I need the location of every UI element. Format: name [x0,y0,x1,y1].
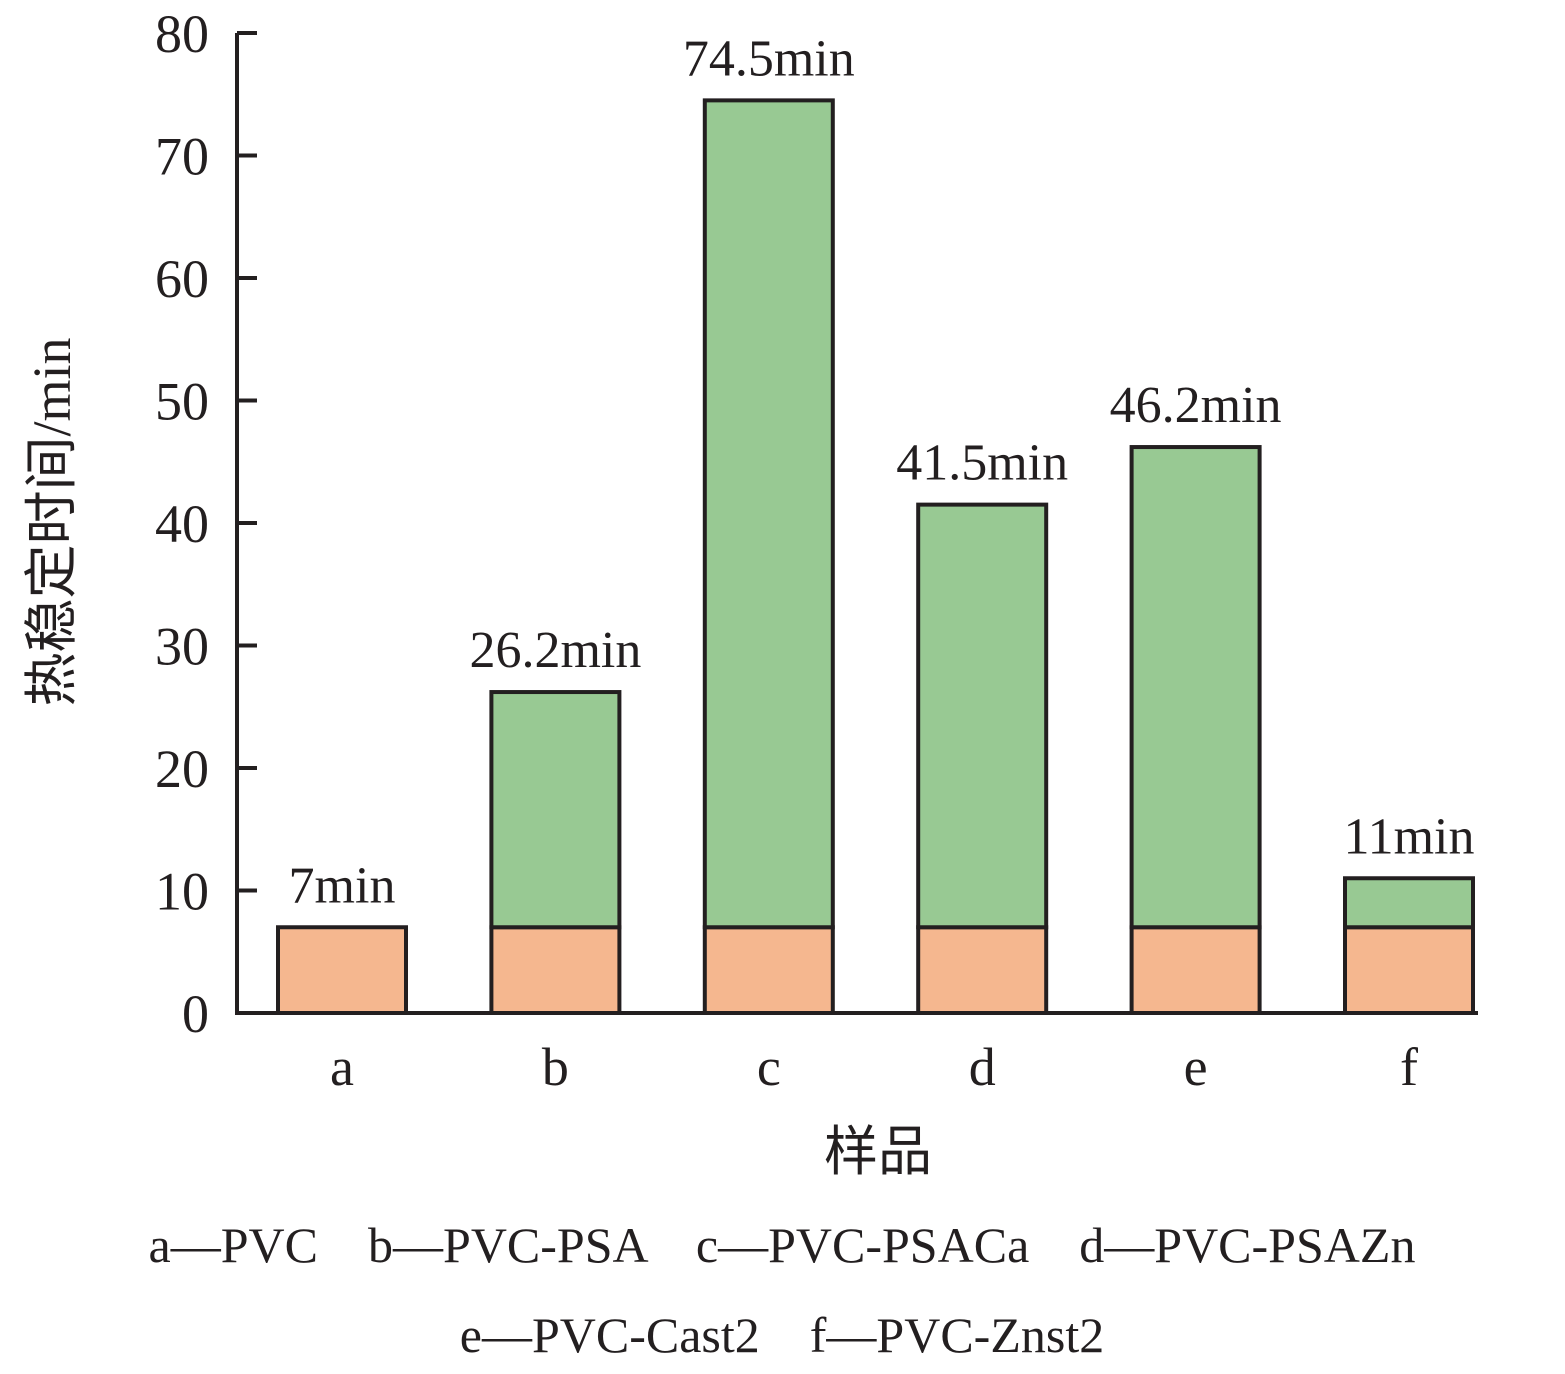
y-tick-label: 60 [155,249,209,309]
y-ticks-group: 0 10 20 30 40 50 60 70 80 [155,4,257,1044]
x-tick-label-d: d [969,1037,996,1097]
bar-segment-d-1 [916,925,1049,1015]
bars-group [276,98,1475,1015]
data-label-e: 46.2min [1110,377,1282,434]
bar-segment-c-1 [702,925,835,1015]
x-axis-title: 样品 [824,1122,932,1182]
y-tick-label: 50 [155,372,209,432]
y-axis-title: 热稳定时间/min [22,337,82,706]
bar-segment-b-1 [489,925,622,1015]
bar-segment-b-2 [489,690,622,930]
bar-segment-f-2 [1343,876,1475,930]
bar-segment-e-1 [1129,925,1262,1015]
data-label-a: 7min [289,857,396,914]
x-tick-label-e: e [1184,1037,1208,1097]
data-label-f: 11min [1344,808,1475,865]
y-tick-label: 80 [155,4,209,64]
x-tick-label-b: b [542,1037,569,1097]
y-tick-label: 10 [155,862,209,922]
y-tick-label: 0 [182,984,209,1044]
axes-group [235,33,1478,1015]
y-tick-label: 20 [155,739,209,799]
x-ticks-group: a b c d e f [330,1037,1418,1097]
data-label-c: 74.5min [683,30,855,87]
data-label-d: 41.5min [896,435,1068,492]
y-tick-label: 70 [155,127,209,187]
x-tick-label-c: c [757,1037,781,1097]
x-tick-label-a: a [330,1037,354,1097]
x-tick-label-f: f [1400,1037,1418,1097]
bar-segment-d-2 [916,502,1049,930]
y-tick-label: 40 [155,494,209,554]
bar-segment-f-1 [1343,925,1475,1015]
bar-segment-c-2 [702,98,835,930]
bar-segment-e-2 [1129,445,1262,930]
legend-line-2: e—PVC-Cast2 f—PVC-Znst2 [460,1307,1104,1363]
data-label-b: 26.2min [469,622,641,679]
y-tick-label: 30 [155,617,209,677]
data-labels-group: 7min 26.2min 74.5min 41.5min 46.2min 11min [289,30,1475,914]
bar-segment-a-1 [276,925,408,1015]
legend-line-1: a—PVC b—PVC-PSA c—PVC-PSACa d—PVC-PSAZn [149,1217,1416,1273]
